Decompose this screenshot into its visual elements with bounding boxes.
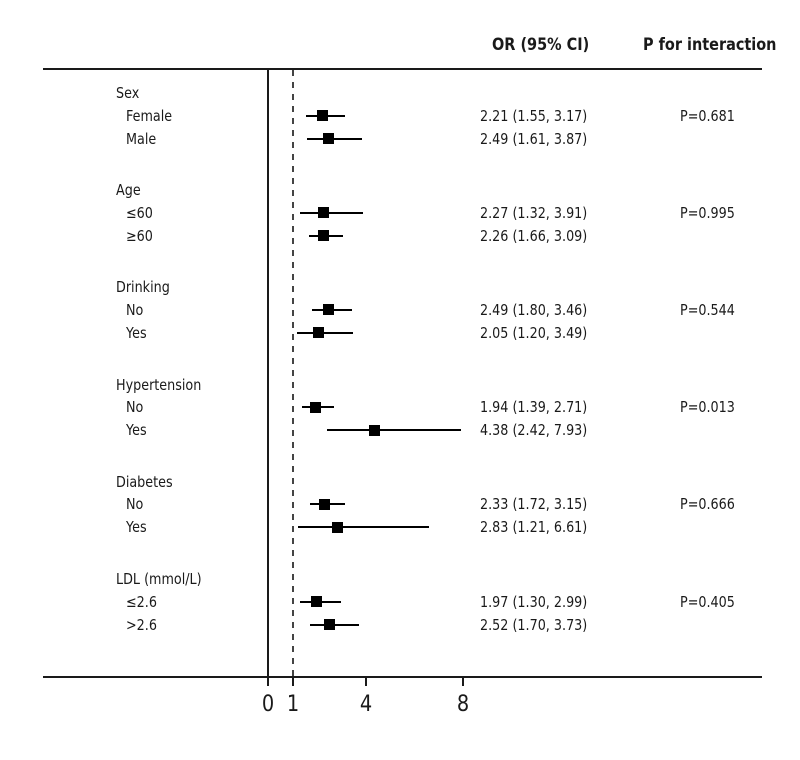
or-marker-square [319,498,331,510]
row-label: ≤2.6 [126,592,157,611]
or-marker-square [316,110,328,121]
or-ci-value: 2.05 (1.20, 3.49) [480,323,588,342]
or-ci-value: 2.83 (1.21, 6.61) [480,518,588,537]
x-tick-label: 1 [286,692,299,717]
or-marker-square [310,596,322,607]
x-tick-label: 0 [262,692,275,717]
column-header-or-ci: OR (95% CI) [492,35,590,55]
or-marker-square [317,230,329,242]
p-interaction-value: P=0.995 [680,203,735,222]
row-label: ≥60 [126,226,153,245]
x-tick [461,677,464,686]
x-tick-label: 4 [359,692,372,717]
column-header-p-interaction: P for interaction [643,35,777,55]
group-label: Sex [116,84,140,102]
row-label: >2.6 [126,615,157,634]
or-marker-square [312,327,324,339]
or-ci-value: 2.49 (1.80, 3.46) [480,300,588,319]
ci-line [307,137,363,140]
p-interaction-value: P=0.405 [680,592,735,611]
p-interaction-value: P=0.681 [680,106,735,125]
group-label: Hypertension [116,375,202,394]
or-ci-value: 2.33 (1.72, 3.15) [480,495,588,514]
p-interaction-value: P=0.544 [680,300,735,319]
ci-line [297,331,354,334]
row-label: No [126,300,144,319]
zero-axis-line [267,68,270,678]
row-label: Yes [126,323,147,342]
x-tick [291,677,294,686]
group-label: Drinking [116,278,170,297]
or-ci-value: 2.21 (1.55, 3.17) [480,106,588,125]
group-label: LDL (mmol/L) [116,570,202,588]
row-label: Female [126,106,173,125]
or-ci-value: 2.52 (1.70, 3.73) [480,615,588,634]
row-label: No [126,495,144,514]
or-marker-square [331,521,343,533]
group-label: Diabetes [116,472,173,491]
row-label: ≤60 [126,203,153,222]
x-tick [267,677,270,686]
x-tick [364,677,367,686]
ci-line [327,429,462,432]
group-label: Age [116,181,141,200]
or-ci-value: 4.38 (2.42, 7.93) [480,421,588,440]
or-marker-square [369,424,381,436]
x-axis-line [43,676,762,678]
or-marker-square [323,304,335,316]
or-ci-value: 1.94 (1.39, 2.71) [480,398,588,417]
or-ci-value: 2.26 (1.66, 3.09) [480,226,588,245]
p-interaction-value: P=0.666 [680,495,735,514]
or-ci-value: 2.27 (1.32, 3.91) [480,203,588,222]
ci-line [300,211,364,214]
or-ci-value: 2.49 (1.61, 3.87) [480,129,588,148]
row-label: Yes [126,518,147,537]
or-ci-value: 1.97 (1.30, 2.99) [480,592,588,611]
p-interaction-value: P=0.013 [680,398,735,417]
or-marker-square [318,207,330,219]
x-tick-label: 8 [456,692,470,717]
row-label: Yes [126,421,147,440]
reference-line-or1 [291,70,294,676]
or-marker-square [324,619,336,630]
row-label: No [126,398,144,417]
ci-line [297,526,430,529]
or-marker-square [310,401,321,413]
top-rule [43,68,762,70]
row-label: Male [126,129,157,148]
or-marker-square [323,133,335,144]
